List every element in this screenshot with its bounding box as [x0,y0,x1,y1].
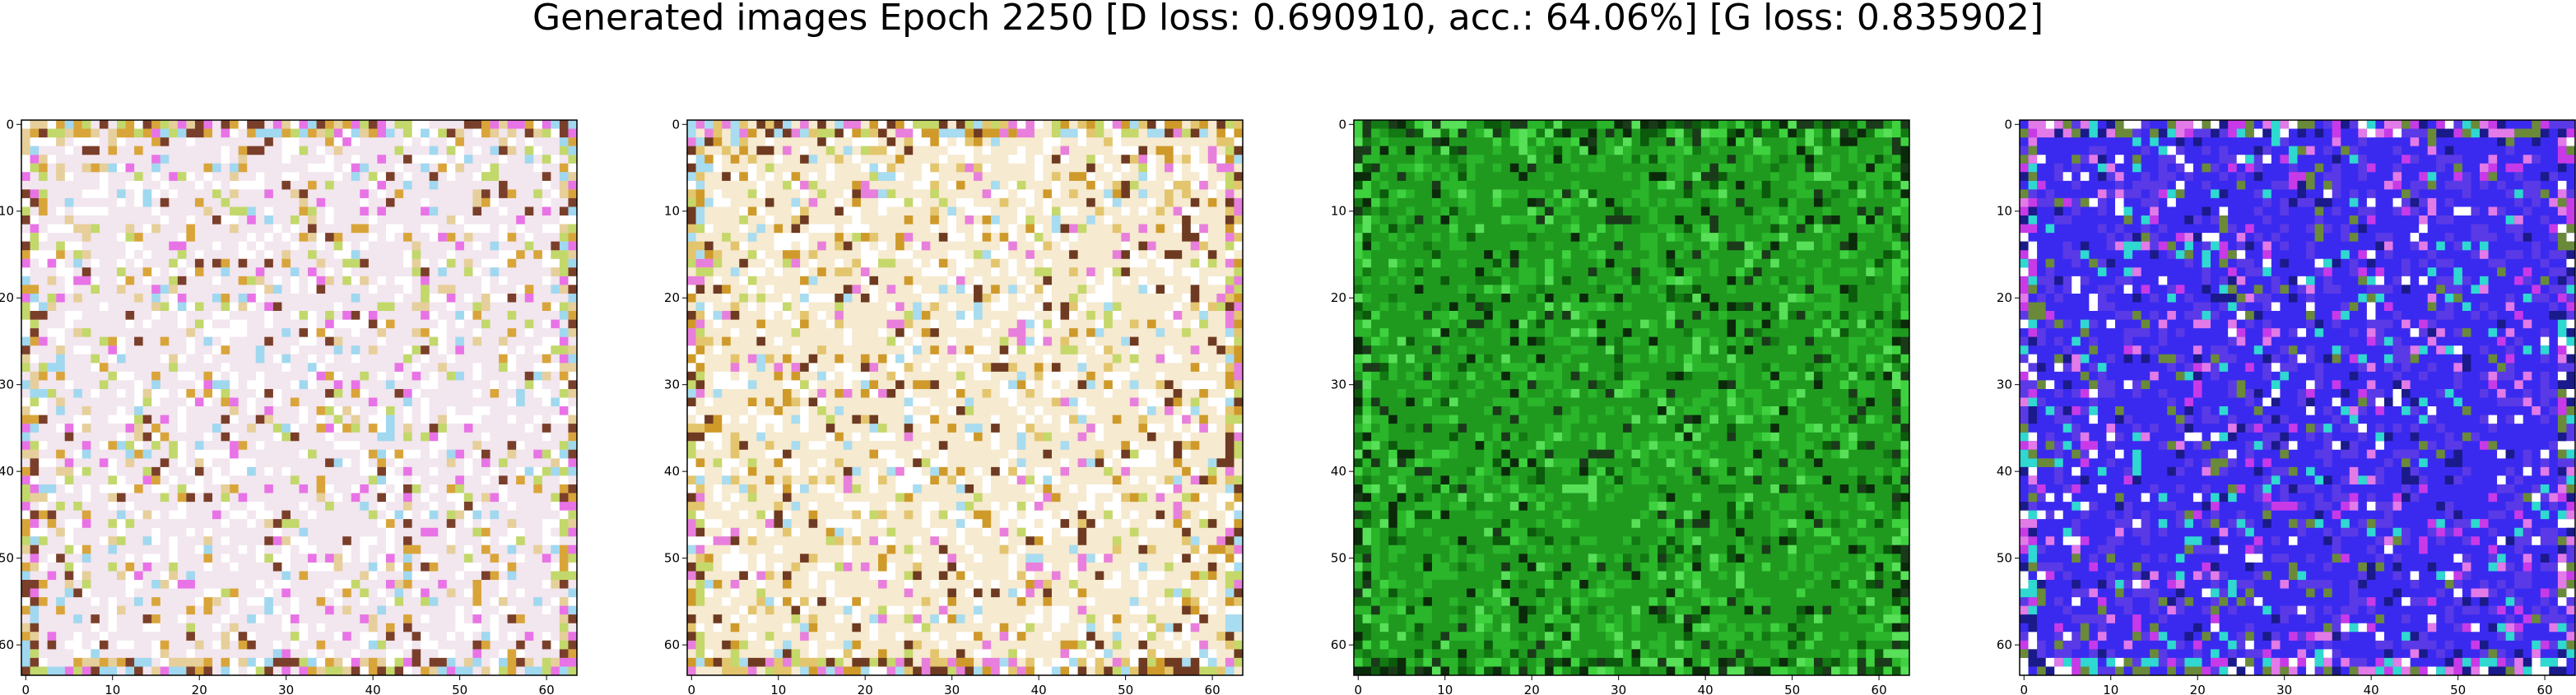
pixel-layer [21,120,577,675]
axes-frame [686,119,1244,676]
pixel-layer [21,120,577,675]
x-tick-label: 20 [2190,683,2206,695]
pixel-layer [687,120,1243,675]
x-tick-label: 10 [770,683,786,695]
y-tick-label: 20 [1997,290,2012,305]
image-panel-4: 0 10 20 30 40 50 60 0 10 20 30 40 50 60 [1997,117,2576,695]
pixel-layer [1354,120,1909,675]
x-tick-label: 10 [105,683,120,695]
image-panel-2: 0 10 20 30 40 50 60 0 10 20 30 40 50 60 [664,117,1244,695]
y-tick-label: 10 [0,204,14,219]
x-tick-label: 60 [1872,683,1887,695]
x-tick-label: 0 [688,683,696,695]
x-tick-label: 60 [539,683,555,695]
pixel-layer [1354,120,1909,675]
x-tick-label: 40 [2364,683,2379,695]
y-tick-label: 20 [1331,290,1346,305]
x-tick-label: 60 [1205,683,1221,695]
y-tick-label: 40 [1997,464,2012,479]
y-tick-label: 20 [664,290,680,305]
pixel-layer [21,120,577,675]
x-tick-label: 50 [2450,683,2466,695]
x-tick-label: 40 [1698,683,1713,695]
x-tick-label: 40 [365,683,381,695]
pixel-layer [2020,120,2575,675]
pixel-layer [687,120,1243,675]
y-tick-label: 60 [0,637,14,652]
y-tick-label: 60 [1997,637,2012,652]
y-tick-label: 30 [1997,378,2012,392]
y-tick-label: 30 [664,378,680,392]
axes-frame [2019,119,2576,676]
y-tick-label: 0 [1338,117,1346,132]
x-tick-label: 20 [1524,683,1540,695]
x-tick-label: 50 [1784,683,1800,695]
x-tick-label: 50 [452,683,467,695]
x-tick-label: 40 [1031,683,1047,695]
axes-frame [21,119,578,676]
y-tick-label: 10 [1331,204,1346,219]
pixel-layer [21,120,577,675]
y-tick-label: 60 [1331,637,1346,652]
x-tick-label: 0 [2020,683,2029,695]
pixel-layer [687,120,1243,675]
y-tick-label: 60 [664,637,680,652]
y-tick-label: 50 [1997,551,2012,566]
x-tick-label: 10 [1437,683,1453,695]
x-tick-label: 50 [1118,683,1133,695]
y-tick-label: 0 [672,117,680,132]
y-tick-label: 50 [664,551,680,566]
x-tick-label: 30 [944,683,960,695]
x-tick-label: 30 [2276,683,2292,695]
x-tick-label: 60 [2537,683,2553,695]
pixel-layer [687,120,1243,675]
x-tick-label: 30 [1611,683,1626,695]
x-tick-label: 30 [278,683,294,695]
y-tick-label: 40 [1331,464,1346,479]
x-tick-label: 20 [192,683,207,695]
y-tick-label: 30 [0,378,14,392]
x-tick-label: 20 [858,683,873,695]
pixel-layer [2020,120,2575,675]
y-tick-label: 50 [0,551,14,566]
figure-title: Generated images Epoch 2250 [D loss: 0.6… [532,0,2044,39]
y-tick-label: 10 [1997,204,2012,219]
y-tick-label: 40 [664,464,680,479]
image-panel-3: 0 10 20 30 40 50 60 0 10 20 30 40 50 60 [1331,117,1910,695]
x-tick-label: 0 [22,683,30,695]
pixel-layer [687,120,1243,675]
pixel-layer [1354,120,1909,675]
pixel-layer [1354,120,1909,675]
y-tick-label: 10 [664,204,680,219]
x-tick-label: 10 [2103,683,2118,695]
pixel-layer [2020,120,2575,675]
y-tick-label: 20 [0,290,14,305]
y-tick-label: 40 [0,464,14,479]
y-tick-label: 30 [1331,378,1346,392]
axes-frame [1353,119,1910,676]
pixel-layer [2020,120,2575,675]
y-tick-label: 0 [6,117,14,132]
y-tick-label: 50 [1331,551,1346,566]
y-tick-label: 0 [2004,117,2012,132]
image-panel-1: 0 10 20 30 40 50 60 0 10 20 30 40 50 60 [0,117,578,695]
x-tick-label: 0 [1355,683,1363,695]
